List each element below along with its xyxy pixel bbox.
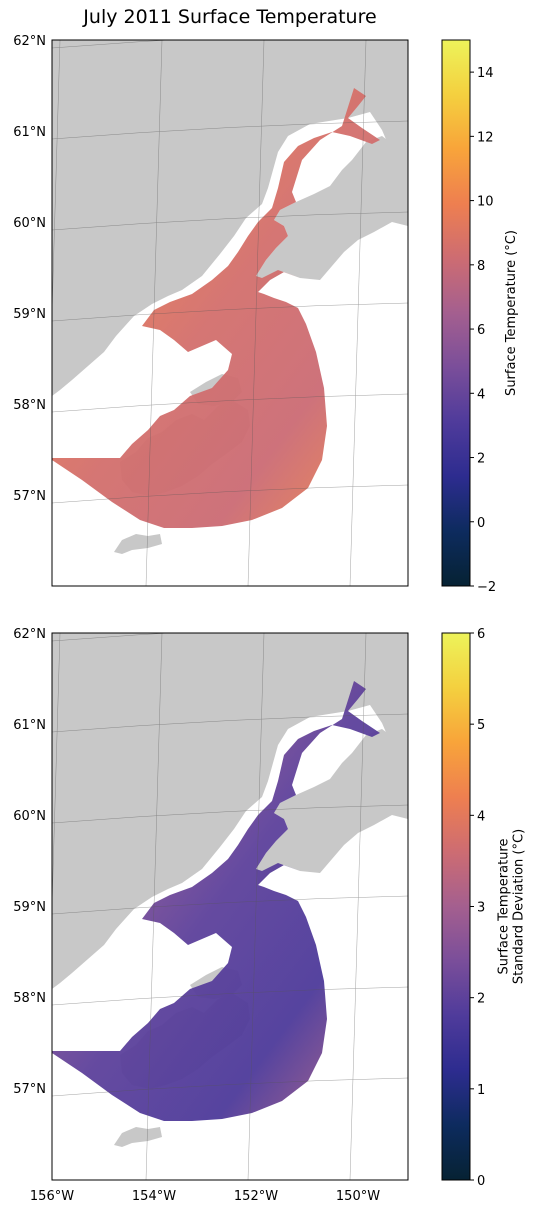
colorbar-tick-label: 0 <box>477 1174 485 1189</box>
stddev-colorbar: 0 1 2 3 4 5 6 Surface Temperature Standard Devia… <box>441 627 527 1189</box>
land-trinity-islands <box>114 1127 162 1147</box>
figure-title: July 2011 Surface Temperature <box>83 6 377 28</box>
map-frame <box>51 632 409 1181</box>
latitude-label: 61°N <box>13 125 46 140</box>
colorbar-tick-label: 4 <box>477 387 485 402</box>
colorbar-tick-label: 3 <box>477 901 485 916</box>
colorbar-tick-label: 5 <box>477 718 485 733</box>
graticule <box>52 40 408 586</box>
colorbar-label: Standard Deviation (°C) <box>512 829 527 984</box>
colorbar-scale <box>441 632 471 1181</box>
latitude-label: 61°N <box>13 718 46 733</box>
graticule <box>52 633 408 1180</box>
latitude-label: 60°N <box>13 216 46 231</box>
colorbar-tick-label: −2 <box>477 580 496 595</box>
colorbar-tick-label: 6 <box>477 627 485 642</box>
latitude-label: 62°N <box>13 627 46 642</box>
mean-temperature-map: 62°N 61°N 60°N 59°N 58°N 57°N <box>13 34 409 587</box>
colorbar-tick-label: 6 <box>477 323 485 338</box>
colorbar-tick-label: 4 <box>477 809 485 824</box>
longitude-label: 150°W <box>336 1189 380 1204</box>
latitude-labels: 62°N 61°N 60°N 59°N 58°N 57°N <box>13 627 46 1097</box>
colorbar-tick-label: 8 <box>477 259 485 274</box>
stddev-temperature-map: 62°N 61°N 60°N 59°N 58°N 57°N 156°W 154°W 152°W… <box>13 627 409 1204</box>
latitude-label: 59°N <box>13 900 46 915</box>
colorbar-tick-label: 1 <box>477 1083 485 1098</box>
stddev-field <box>52 681 380 1121</box>
temperature-field <box>52 88 380 528</box>
longitude-labels: 156°W 154°W 152°W 150°W <box>30 1189 380 1204</box>
map-frame <box>51 39 409 587</box>
colorbar-tick-label: 10 <box>477 195 494 210</box>
latitude-label: 58°N <box>13 991 46 1006</box>
colorbar-label: Surface Temperature <box>497 838 512 974</box>
colorbar-scale <box>441 39 471 587</box>
longitude-label: 156°W <box>30 1189 74 1204</box>
land-mainland <box>52 633 408 989</box>
latitude-label: 59°N <box>13 307 46 322</box>
longitude-label: 152°W <box>234 1189 278 1204</box>
latitude-label: 57°N <box>13 1082 46 1097</box>
latitude-label: 62°N <box>13 34 46 49</box>
latitude-label: 58°N <box>13 398 46 413</box>
latitude-label: 60°N <box>13 809 46 824</box>
latitude-label: 57°N <box>13 489 46 504</box>
colorbar-tick-label: 14 <box>477 66 494 81</box>
latitude-labels: 62°N 61°N 60°N 59°N 58°N 57°N <box>13 34 46 504</box>
land-mainland <box>52 40 408 396</box>
longitude-label: 154°W <box>132 1189 176 1204</box>
mean-colorbar: −2 0 2 4 6 8 10 12 14 Surface Temperature (°C) <box>441 39 519 595</box>
colorbar-tick-label: 0 <box>477 516 485 531</box>
land-trinity-islands <box>114 534 162 554</box>
colorbar-tick-label: 2 <box>477 992 485 1007</box>
colorbar-tick-label: 2 <box>477 452 485 467</box>
colorbar-label: Surface Temperature (°C) <box>504 230 519 396</box>
colorbar-tick-label: 12 <box>477 130 494 145</box>
